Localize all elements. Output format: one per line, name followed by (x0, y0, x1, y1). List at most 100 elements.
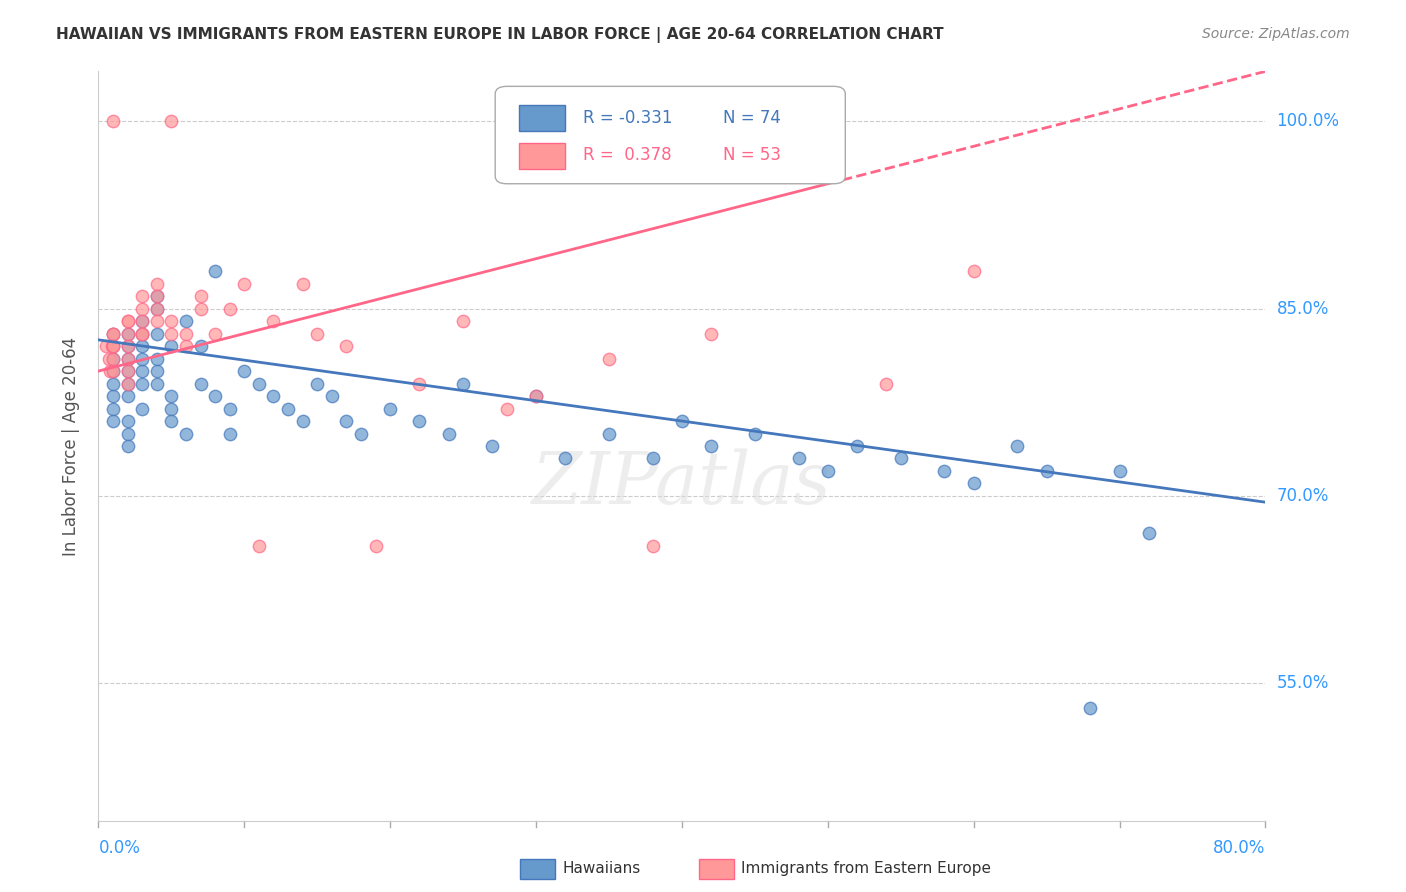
Point (131, 376, 153, 391)
Point (598, 351, 620, 366)
Point (131, 401, 153, 416)
Point (962, 476, 984, 491)
Text: 85.0%: 85.0% (1277, 300, 1329, 318)
Text: N = 74: N = 74 (723, 109, 780, 127)
Point (160, 326, 183, 341)
Point (117, 364, 139, 378)
Point (554, 451, 576, 466)
Point (146, 289, 169, 303)
Point (233, 277, 256, 291)
Point (307, 326, 329, 341)
Point (101, 414, 124, 428)
Point (700, 326, 723, 341)
Text: R = -0.331: R = -0.331 (582, 109, 672, 127)
Point (174, 339, 197, 353)
Point (671, 414, 693, 428)
Text: ZIPatlas: ZIPatlas (531, 448, 832, 519)
Point (160, 389, 183, 403)
Point (204, 264, 226, 278)
Point (146, 351, 169, 366)
Point (160, 401, 183, 416)
Point (247, 539, 270, 553)
FancyBboxPatch shape (519, 143, 565, 169)
Point (380, 401, 402, 416)
Point (190, 289, 212, 303)
Point (117, 326, 139, 341)
Point (277, 401, 299, 416)
FancyBboxPatch shape (519, 105, 565, 131)
Point (131, 326, 153, 341)
Point (817, 464, 839, 478)
Point (307, 376, 329, 391)
Point (117, 426, 139, 441)
Point (101, 339, 124, 353)
Point (451, 376, 474, 391)
Point (117, 439, 139, 453)
Point (94, 339, 117, 353)
Point (117, 414, 139, 428)
Point (131, 301, 153, 316)
Point (117, 389, 139, 403)
Y-axis label: In Labor Force | Age 20-64: In Labor Force | Age 20-64 (62, 336, 80, 556)
Point (101, 376, 124, 391)
Point (962, 264, 984, 278)
Point (97, 351, 120, 366)
Point (846, 439, 869, 453)
Point (641, 539, 664, 553)
Point (291, 414, 314, 428)
Point (101, 114, 124, 128)
Point (131, 326, 153, 341)
Text: Hawaiians: Hawaiians (562, 862, 641, 876)
Point (364, 539, 387, 553)
Point (1007, 439, 1029, 453)
Point (146, 301, 169, 316)
Text: R =  0.378: R = 0.378 (582, 146, 671, 164)
Point (233, 364, 256, 378)
Point (117, 339, 139, 353)
Point (408, 376, 430, 391)
Point (117, 314, 139, 328)
Point (174, 314, 197, 328)
Point (1137, 526, 1160, 541)
Point (160, 339, 183, 353)
Point (101, 389, 124, 403)
Point (787, 451, 810, 466)
Point (101, 326, 124, 341)
Point (117, 376, 139, 391)
Point (146, 376, 169, 391)
Point (174, 326, 197, 341)
Point (131, 351, 153, 366)
Text: 0.0%: 0.0% (98, 839, 141, 857)
Point (131, 326, 153, 341)
Point (101, 401, 124, 416)
Point (117, 339, 139, 353)
Point (117, 376, 139, 391)
Text: 70.0%: 70.0% (1277, 487, 1329, 505)
Point (451, 314, 474, 328)
Point (262, 389, 284, 403)
Point (1035, 464, 1057, 478)
Point (204, 389, 226, 403)
Point (335, 339, 357, 353)
Point (890, 451, 912, 466)
Point (641, 451, 664, 466)
Point (131, 339, 153, 353)
Point (773, 114, 796, 128)
Point (101, 364, 124, 378)
Point (98, 364, 121, 378)
Point (146, 301, 169, 316)
Point (101, 351, 124, 366)
Point (524, 389, 547, 403)
Point (204, 326, 226, 341)
Point (146, 277, 169, 291)
Point (117, 326, 139, 341)
Point (190, 301, 212, 316)
Point (408, 414, 430, 428)
Point (350, 426, 373, 441)
Point (321, 389, 343, 403)
Text: 55.0%: 55.0% (1277, 674, 1329, 692)
Point (1108, 464, 1130, 478)
Point (131, 314, 153, 328)
Point (131, 364, 153, 378)
Point (146, 326, 169, 341)
